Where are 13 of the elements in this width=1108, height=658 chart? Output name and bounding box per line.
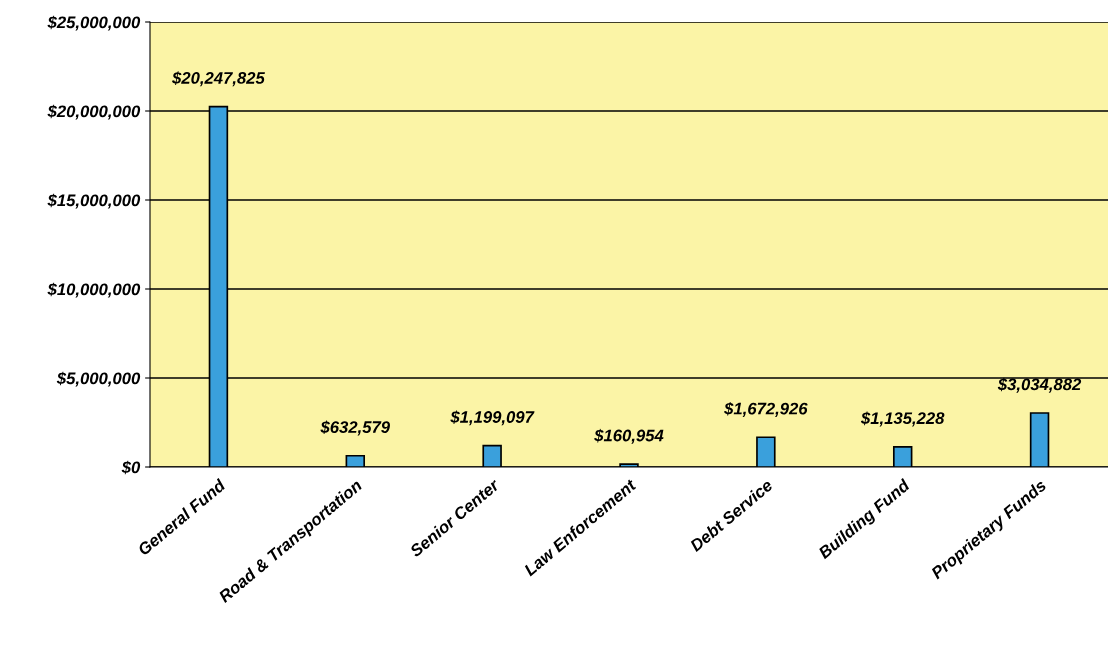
y-tick-label: $20,000,000 xyxy=(47,104,141,120)
data-label: $1,199,097 xyxy=(450,410,535,426)
data-label: $20,247,825 xyxy=(172,71,265,87)
data-label: $1,672,926 xyxy=(724,401,808,417)
data-label: $3,034,882 xyxy=(997,377,1082,393)
y-tick-label: $15,000,000 xyxy=(47,193,141,209)
data-label: $632,579 xyxy=(320,420,390,436)
data-label: $1,135,228 xyxy=(860,411,945,427)
y-tick-label: $10,000,000 xyxy=(47,282,141,298)
y-tick-label: $0 xyxy=(121,460,141,475)
data-label: $160,954 xyxy=(594,428,664,444)
y-tick-label: $5,000,000 xyxy=(56,371,141,387)
y-tick-label: $25,000,000 xyxy=(47,15,141,31)
